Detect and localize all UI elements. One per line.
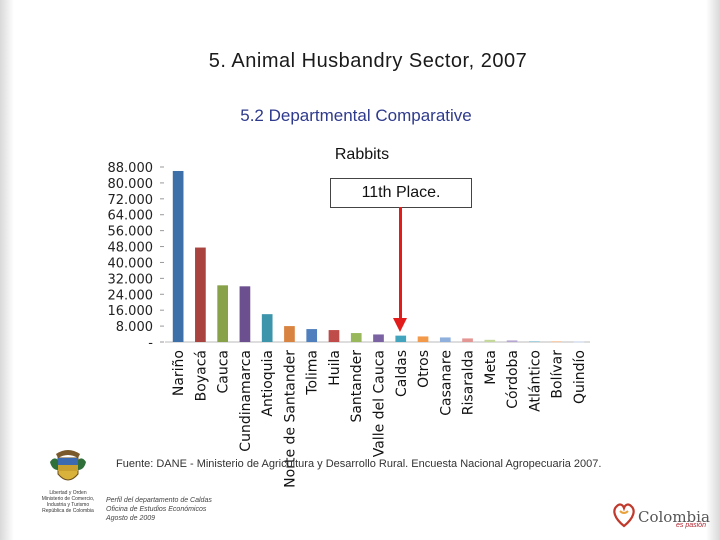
x-tick-label: Risaralda xyxy=(461,350,477,415)
bar-cundinamarca xyxy=(239,286,251,342)
x-tick-label: Santander xyxy=(349,350,365,423)
bar-quind-o xyxy=(573,341,585,343)
y-tick-label: 32.000 xyxy=(108,272,154,287)
bar-valle-del-cauca xyxy=(373,334,384,342)
bar-tolima xyxy=(306,329,318,342)
slide-title: 5. Animal Husbandry Sector, 2007 xyxy=(208,50,528,72)
x-tick-label: Antioquia xyxy=(260,350,276,417)
x-tick-label: Atlántico xyxy=(527,350,543,412)
x-tick-label: Caldas xyxy=(394,350,410,397)
ranking-callout: 11th Place. xyxy=(330,178,472,208)
brand-name: Colombia xyxy=(638,508,710,526)
x-tick-label: Otros xyxy=(416,350,432,388)
callout-arrow-head xyxy=(393,318,407,332)
bar-boyac- xyxy=(195,247,206,342)
ministry-line: Industria y Turismo xyxy=(46,502,90,508)
x-tick-label: Huila xyxy=(327,350,343,386)
bar-otros xyxy=(417,336,429,342)
bar-antioquia xyxy=(261,314,273,342)
right-edge-shade xyxy=(706,0,720,540)
x-tick-label: Nariño xyxy=(171,350,187,396)
bar-norte-de-santander xyxy=(284,326,295,342)
ministry-line: Libertad y Orden xyxy=(49,490,87,496)
x-tick-label: Boyacá xyxy=(193,350,209,401)
colombia-heart-icon xyxy=(613,503,635,528)
bar-huila xyxy=(328,330,340,342)
y-tick-label: - xyxy=(148,336,153,351)
footer-note-line: Oficina de Estudios Económicos xyxy=(106,506,207,513)
footer-note-line: Perfil del departamento de Caldas xyxy=(106,497,212,504)
x-tick-label: Cundinamarca xyxy=(238,350,254,452)
bar-nari-o xyxy=(172,170,184,342)
bar-c-rdoba xyxy=(506,340,518,342)
x-tick-label: Tolima xyxy=(305,350,321,396)
y-tick-label: 80.000 xyxy=(108,177,154,192)
x-tick-label: Casanare xyxy=(438,350,454,416)
source-note: Fuente: DANE - Ministerio de Agricultura… xyxy=(116,458,602,470)
footer-note-line: Agosto de 2009 xyxy=(106,515,156,522)
ministry-label: Libertad y Orden Ministerio de Comercio,… xyxy=(26,490,110,514)
slide-subtitle: 5.2 Departmental Comparative xyxy=(240,106,472,125)
ministry-line: Ministerio de Comercio, xyxy=(41,496,95,502)
y-tick-label: 40.000 xyxy=(108,256,154,271)
x-tick-label: Quindío xyxy=(572,350,588,404)
y-tick-label: 56.000 xyxy=(108,225,154,240)
x-tick-label: Valle del Cauca xyxy=(372,350,388,457)
x-tick-label: Norte de Santander xyxy=(282,350,298,488)
bar-casanare xyxy=(439,337,451,342)
left-edge-shade xyxy=(0,0,14,540)
x-tick-label: Córdoba xyxy=(505,350,521,409)
x-tick-label: Bolívar xyxy=(550,350,566,399)
y-tick-label: 24.000 xyxy=(108,288,154,303)
bar-cauca xyxy=(217,285,229,342)
bar-risaralda xyxy=(462,338,473,342)
footer-note: Perfil del departamento de Caldas Oficin… xyxy=(106,496,266,523)
y-tick-label: 64.000 xyxy=(108,209,154,224)
y-tick-label: 72.000 xyxy=(108,193,154,208)
ministry-line: República de Colombia xyxy=(42,508,94,514)
bar-santander xyxy=(350,333,362,342)
callout-arrow-shaft xyxy=(399,207,402,319)
bar-bol-var xyxy=(551,341,562,343)
brand-tagline: es pasión xyxy=(676,522,706,529)
x-tick-label: Meta xyxy=(483,350,499,385)
y-tick-label: 48.000 xyxy=(108,241,154,256)
y-tick-label: 88.000 xyxy=(108,161,154,176)
bar-atl-ntico xyxy=(528,341,540,343)
coat-of-arms-icon xyxy=(50,450,86,481)
x-tick-label: Cauca xyxy=(216,350,232,394)
chart-title: Rabbits xyxy=(334,146,390,163)
y-tick-label: 16.000 xyxy=(108,304,154,319)
bar-caldas xyxy=(395,335,407,342)
y-tick-label: 8.000 xyxy=(116,320,153,335)
bar-meta xyxy=(484,339,496,342)
